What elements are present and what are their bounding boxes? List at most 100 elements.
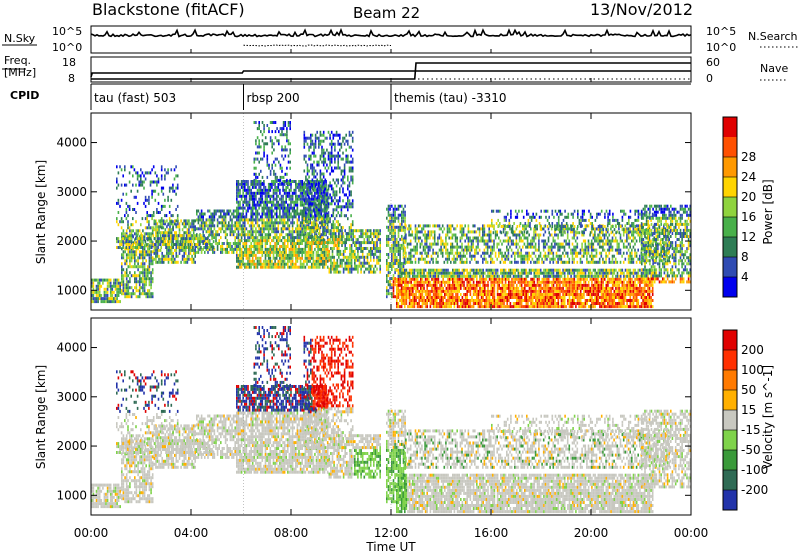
power-cell	[147, 265, 149, 269]
power-cell	[281, 166, 283, 170]
power-cell	[134, 238, 136, 242]
power-cell	[485, 305, 488, 309]
power-cell	[266, 194, 268, 198]
power-cell	[91, 281, 93, 285]
power-cell	[251, 206, 254, 210]
power-cell	[306, 208, 309, 212]
power-cell	[109, 300, 112, 304]
power-cell	[151, 277, 154, 281]
power-cell	[426, 286, 428, 290]
power-cell	[418, 302, 420, 305]
power-cell	[479, 271, 481, 275]
power-cell	[331, 232, 334, 236]
power-heatmap	[91, 113, 691, 310]
power-cell	[447, 305, 449, 309]
power-cell	[303, 190, 306, 194]
power-cell	[124, 165, 126, 169]
power-cell	[213, 236, 216, 240]
power-cell	[392, 274, 395, 278]
power-cell	[272, 239, 275, 243]
power-cell	[204, 224, 206, 228]
power-cell	[291, 206, 294, 210]
power-cell	[266, 160, 269, 164]
power-cell	[315, 250, 318, 254]
power-cell	[504, 280, 507, 284]
power-cell	[92, 287, 95, 291]
power-cell	[237, 185, 240, 189]
power-cell	[397, 262, 400, 265]
power-cell	[303, 181, 306, 185]
power-cell	[281, 154, 283, 158]
power-cell	[251, 253, 254, 257]
power-cell	[103, 287, 106, 291]
power-cell	[524, 293, 526, 296]
power-cell	[282, 203, 284, 207]
power-cell	[330, 160, 333, 164]
power-cell	[349, 264, 351, 268]
power-cell	[269, 172, 272, 176]
power-cell	[319, 202, 322, 206]
power-cell	[159, 220, 161, 224]
power-cell	[420, 280, 422, 284]
power-cell	[223, 224, 225, 228]
power-cell	[504, 283, 507, 287]
power-cell	[519, 277, 521, 281]
power-cell	[306, 245, 308, 248]
power-cell	[439, 268, 441, 272]
power-cell	[218, 239, 220, 243]
power-cell	[135, 259, 138, 263]
power-cell	[125, 283, 128, 287]
power-cell	[413, 283, 416, 287]
power-cell	[279, 259, 281, 263]
power-cell	[330, 226, 333, 230]
power-cell	[496, 283, 499, 287]
power-cell	[165, 171, 168, 175]
power-cell	[237, 227, 240, 231]
power-cell	[346, 238, 348, 242]
power-cell	[288, 256, 291, 260]
power-cell	[140, 183, 142, 187]
power-cell	[543, 299, 545, 302]
power-cell	[322, 236, 324, 240]
power-cell	[151, 292, 154, 296]
power-cell	[169, 248, 171, 252]
power-cell	[274, 185, 276, 189]
power-cell	[528, 286, 531, 290]
power-cell	[156, 248, 159, 252]
power-cell	[343, 181, 346, 185]
power-cell	[314, 247, 316, 251]
power-cell	[261, 239, 264, 243]
power-cell	[145, 292, 147, 296]
power-cell	[200, 224, 203, 228]
power-cell	[394, 228, 396, 232]
power-cell	[330, 139, 333, 143]
power-cell	[135, 241, 138, 245]
power-cell	[261, 242, 264, 245]
power-cell	[466, 271, 468, 275]
power-cell	[310, 208, 312, 212]
power-cell	[283, 206, 286, 210]
power-cell	[391, 213, 393, 217]
power-cell	[318, 230, 321, 234]
power-cell	[275, 262, 278, 266]
power-cell	[434, 268, 436, 272]
power-cell	[259, 256, 262, 260]
power-cell	[487, 289, 489, 293]
power-cell	[323, 262, 326, 266]
power-cell	[237, 230, 240, 234]
power-cell	[153, 219, 156, 223]
power-cell	[421, 296, 424, 299]
power-cell	[376, 241, 378, 245]
power-cell	[479, 283, 481, 287]
power-cell	[205, 247, 208, 251]
power-cell	[138, 274, 141, 278]
power-cell	[387, 262, 390, 265]
power-cell	[301, 203, 303, 207]
power-cell	[365, 261, 367, 265]
power-cell	[345, 214, 347, 218]
power-cell	[269, 227, 272, 231]
power-cell	[374, 249, 377, 253]
power-cell	[280, 200, 283, 204]
power-cell	[122, 232, 125, 236]
power-cell	[271, 200, 273, 204]
